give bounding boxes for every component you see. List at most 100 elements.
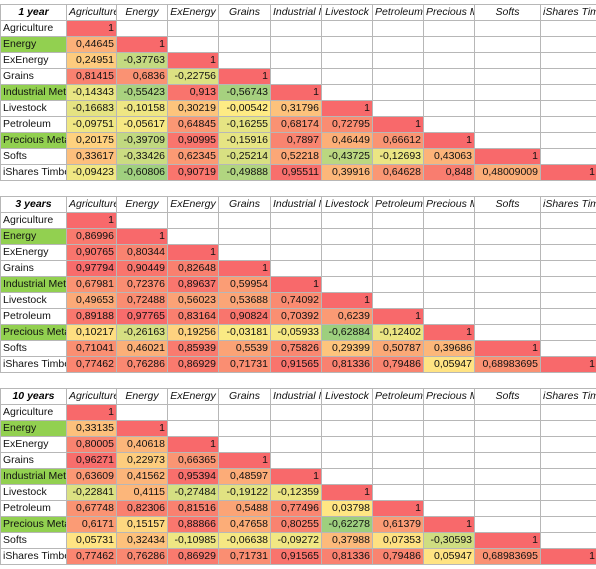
column-header[interactable]: Energy: [116, 4, 168, 21]
correlation-cell[interactable]: 0,66365: [167, 452, 219, 469]
correlation-cell[interactable]: 0,67748: [66, 500, 117, 517]
row-label[interactable]: Precious Metals: [0, 324, 67, 341]
correlation-cell[interactable]: -0,12359: [270, 484, 322, 501]
diagonal-cell[interactable]: 1: [167, 244, 219, 261]
row-label[interactable]: Precious Metals: [0, 132, 67, 149]
empty-cell[interactable]: [474, 468, 541, 485]
correlation-cell[interactable]: 0,91565: [270, 356, 322, 373]
correlation-cell[interactable]: 0,90765: [66, 244, 117, 261]
column-header[interactable]: Livestock: [321, 388, 373, 405]
correlation-cell[interactable]: 0,7897: [270, 132, 322, 149]
empty-cell[interactable]: [116, 212, 168, 229]
empty-cell[interactable]: [474, 260, 541, 277]
empty-cell[interactable]: [423, 260, 475, 277]
column-header[interactable]: Precious Metals: [423, 4, 475, 21]
correlation-cell[interactable]: -0,03181: [218, 324, 271, 341]
correlation-cell[interactable]: -0,22841: [66, 484, 117, 501]
correlation-cell[interactable]: 0,89637: [167, 276, 219, 293]
correlation-cell[interactable]: 0,63609: [66, 468, 117, 485]
empty-cell[interactable]: [423, 468, 475, 485]
table-period-title[interactable]: 10 years: [0, 388, 67, 405]
correlation-cell[interactable]: 0,97794: [66, 260, 117, 277]
column-header[interactable]: Industrial Metals: [270, 4, 322, 21]
empty-cell[interactable]: [474, 276, 541, 293]
row-label[interactable]: Grains: [0, 260, 67, 277]
row-label[interactable]: iShares Timber: [0, 164, 67, 181]
diagonal-cell[interactable]: 1: [372, 308, 424, 325]
diagonal-cell[interactable]: 1: [218, 260, 271, 277]
empty-cell[interactable]: [321, 276, 373, 293]
correlation-cell[interactable]: 0,82306: [116, 500, 168, 517]
correlation-cell[interactable]: -0,26163: [116, 324, 168, 341]
diagonal-cell[interactable]: 1: [372, 500, 424, 517]
empty-cell[interactable]: [372, 52, 424, 69]
correlation-cell[interactable]: -0,62884: [321, 324, 373, 341]
correlation-cell[interactable]: 0,68983695: [474, 548, 541, 565]
column-header[interactable]: Petroleum: [372, 388, 424, 405]
correlation-cell[interactable]: 0,29399: [321, 340, 373, 357]
empty-cell[interactable]: [423, 84, 475, 101]
empty-cell[interactable]: [540, 292, 596, 309]
empty-cell[interactable]: [321, 36, 373, 53]
row-label[interactable]: Petroleum: [0, 116, 67, 133]
empty-cell[interactable]: [540, 36, 596, 53]
empty-cell[interactable]: [321, 212, 373, 229]
diagonal-cell[interactable]: 1: [474, 148, 541, 165]
row-label[interactable]: ExEnergy: [0, 436, 67, 453]
correlation-cell[interactable]: 0,05731: [66, 532, 117, 549]
empty-cell[interactable]: [423, 52, 475, 69]
empty-cell[interactable]: [423, 244, 475, 261]
empty-cell[interactable]: [474, 84, 541, 101]
correlation-cell[interactable]: -0,05617: [116, 116, 168, 133]
diagonal-cell[interactable]: 1: [167, 52, 219, 69]
empty-cell[interactable]: [372, 20, 424, 37]
correlation-cell[interactable]: 0,46021: [116, 340, 168, 357]
empty-cell[interactable]: [270, 436, 322, 453]
empty-cell[interactable]: [423, 212, 475, 229]
empty-cell[interactable]: [540, 116, 596, 133]
correlation-cell[interactable]: 0,20175: [66, 132, 117, 149]
empty-cell[interactable]: [474, 292, 541, 309]
empty-cell[interactable]: [116, 20, 168, 37]
correlation-cell[interactable]: 0,6239: [321, 308, 373, 325]
empty-cell[interactable]: [423, 292, 475, 309]
correlation-cell[interactable]: 0,31796: [270, 100, 322, 117]
empty-cell[interactable]: [474, 516, 541, 533]
correlation-cell[interactable]: 0,95511: [270, 164, 322, 181]
empty-cell[interactable]: [423, 68, 475, 85]
empty-cell[interactable]: [540, 68, 596, 85]
row-label[interactable]: Energy: [0, 420, 67, 437]
correlation-cell[interactable]: 0,33617: [66, 148, 117, 165]
row-label[interactable]: Petroleum: [0, 308, 67, 325]
row-label[interactable]: Agriculture: [0, 404, 67, 421]
row-label[interactable]: Energy: [0, 36, 67, 53]
correlation-cell[interactable]: 0,71731: [218, 548, 271, 565]
correlation-cell[interactable]: 0,15157: [116, 516, 168, 533]
empty-cell[interactable]: [540, 532, 596, 549]
correlation-cell[interactable]: 0,39916: [321, 164, 373, 181]
empty-cell[interactable]: [167, 36, 219, 53]
column-header[interactable]: ExEnergy: [167, 4, 219, 21]
correlation-cell[interactable]: 0,48597: [218, 468, 271, 485]
correlation-cell[interactable]: -0,12693: [372, 148, 424, 165]
empty-cell[interactable]: [540, 100, 596, 117]
empty-cell[interactable]: [540, 436, 596, 453]
empty-cell[interactable]: [423, 500, 475, 517]
empty-cell[interactable]: [270, 420, 322, 437]
correlation-cell[interactable]: 0,81415: [66, 68, 117, 85]
empty-cell[interactable]: [474, 404, 541, 421]
empty-cell[interactable]: [423, 36, 475, 53]
correlation-cell[interactable]: 0,64628: [372, 164, 424, 181]
empty-cell[interactable]: [270, 36, 322, 53]
correlation-cell[interactable]: 0,90449: [116, 260, 168, 277]
correlation-cell[interactable]: 0,70392: [270, 308, 322, 325]
empty-cell[interactable]: [423, 436, 475, 453]
column-header[interactable]: iShares Timber: [540, 388, 596, 405]
empty-cell[interactable]: [474, 116, 541, 133]
correlation-cell[interactable]: -0,33426: [116, 148, 168, 165]
empty-cell[interactable]: [540, 212, 596, 229]
correlation-cell[interactable]: 0,46449: [321, 132, 373, 149]
correlation-cell[interactable]: -0,25214: [218, 148, 271, 165]
empty-cell[interactable]: [372, 436, 424, 453]
correlation-cell[interactable]: 0,77496: [270, 500, 322, 517]
